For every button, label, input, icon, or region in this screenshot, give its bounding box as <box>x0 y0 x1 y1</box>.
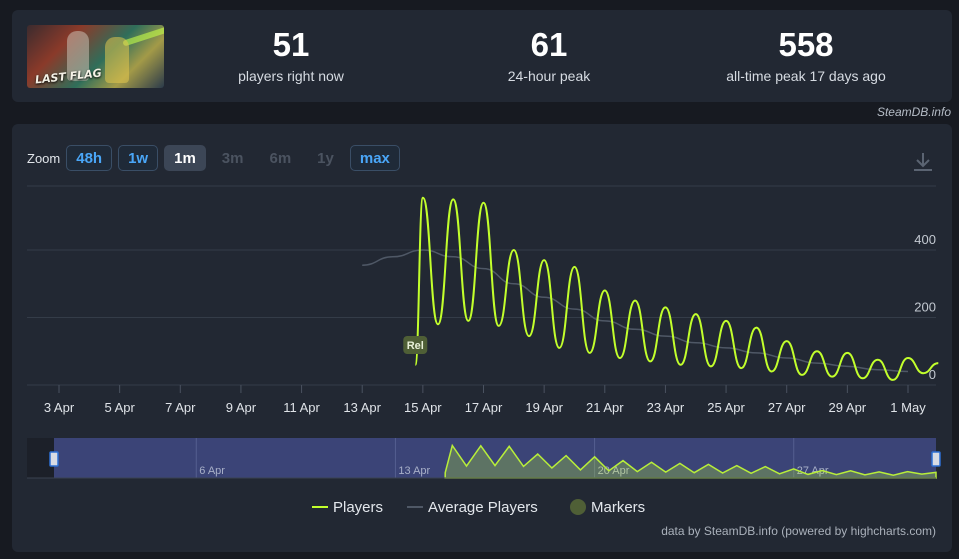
x-tick-label: 9 Apr <box>226 400 257 415</box>
zoom-label: Zoom <box>27 150 61 166</box>
release-marker: Rel <box>403 336 428 354</box>
x-tick-label: 19 Apr <box>525 400 563 415</box>
x-tick-label: 1 May <box>890 400 926 415</box>
zoom-6m-button: 6m <box>269 150 292 167</box>
thumbnail-figure <box>67 31 89 81</box>
stat-24h-peak: 61 24-hour peak <box>449 26 649 84</box>
chart-legend: Players Average Players Markers <box>312 499 645 516</box>
legend-item[interactable]: Players <box>312 499 383 516</box>
x-tick-label: 11 Apr <box>283 400 320 415</box>
chart-panel: Zoom 48h 1w 1m 3m 6m 1y max 0 200 400 3 Ap… <box>12 124 952 552</box>
chart-grid <box>27 185 936 386</box>
game-logo: LAST FLAG <box>34 66 103 87</box>
x-tick-label: 25 Apr <box>707 400 745 415</box>
marker-badge <box>403 336 428 354</box>
x-tick-label: 17 Apr <box>465 400 503 415</box>
legend-label: Players <box>333 499 383 516</box>
y-tick-label: 0 <box>929 367 936 382</box>
stats-panel: LAST FLAG 51 players right now 61 24-hou… <box>12 10 952 102</box>
zoom-48h-button[interactable]: 48h <box>66 145 113 171</box>
navigator-window <box>54 438 936 478</box>
legend-item[interactable]: Markers <box>570 499 645 516</box>
players-line <box>414 196 939 381</box>
stat-current-players: 51 players right now <box>191 26 391 84</box>
y-tick-label: 200 <box>914 300 936 315</box>
navigator-left-handle <box>49 451 59 467</box>
stat-value: 61 <box>530 26 568 63</box>
average-players-series <box>362 249 909 373</box>
y-tick-label: 400 <box>914 232 936 247</box>
stat-value: 558 <box>778 26 834 63</box>
x-tick-label: 23 Apr <box>647 400 685 415</box>
stat-label: all-time peak 17 days ago <box>726 68 886 84</box>
x-tick-label: 29 Apr <box>829 400 867 415</box>
marker-label: Rel <box>407 340 424 352</box>
stat-label: players right now <box>238 68 344 84</box>
x-tick-label: 5 Apr <box>104 400 135 415</box>
download-icon[interactable] <box>910 150 936 174</box>
zoom-bar: Zoom 48h 1w 1m 3m 6m 1y max <box>27 144 406 172</box>
x-tick-label: 27 Apr <box>768 400 806 415</box>
x-tick-label: 15 Apr <box>404 400 442 415</box>
navigator-tick-label: 27 Apr <box>797 465 829 477</box>
chart-footer[interactable]: data by SteamDB.info (powered by highcha… <box>661 524 936 538</box>
y-axis: 0 200 400 <box>914 232 936 382</box>
zoom-3m-button: 3m <box>221 150 244 167</box>
average-players-line <box>362 249 909 373</box>
x-tick-label: 13 Apr <box>343 400 381 415</box>
game-thumbnail[interactable]: LAST FLAG <box>27 25 164 88</box>
zoom-1w-button[interactable]: 1w <box>118 145 159 171</box>
legend-swatch <box>570 499 586 515</box>
stat-value: 51 <box>272 26 310 63</box>
navigator-tick-label: 6 Apr <box>199 465 225 477</box>
stat-all-time-peak: 558 all-time peak 17 days ago <box>706 26 906 84</box>
x-tick-label: 7 Apr <box>165 400 196 415</box>
player-count-chart[interactable]: 0 200 400 3 Apr 5 Apr 7 Apr 9 Apr 11 Apr 13 Apr… <box>12 124 952 552</box>
zoom-1y-button: 1y <box>317 150 334 167</box>
legend-item[interactable]: Average Players <box>407 499 538 516</box>
zoom-max-button[interactable]: max <box>349 145 400 171</box>
thumbnail-figure <box>105 37 129 83</box>
navigator-right-handle <box>931 451 941 467</box>
navigator-series <box>444 443 937 479</box>
legend-label: Average Players <box>428 499 538 516</box>
x-tick-label: 3 Apr <box>44 400 75 415</box>
x-tick-label: 21 Apr <box>586 400 624 415</box>
players-series <box>414 196 939 381</box>
navigator-tick-label: 13 Apr <box>398 465 430 477</box>
stat-label: 24-hour peak <box>507 68 591 84</box>
zoom-1m-button[interactable]: 1m <box>164 145 206 171</box>
steamdb-credit[interactable]: SteamDB.info <box>876 105 951 119</box>
legend-label: Markers <box>591 499 645 516</box>
x-axis: 3 Apr 5 Apr 7 Apr 9 Apr 11 Apr 13 Apr 15 Apr 17… <box>44 385 926 415</box>
